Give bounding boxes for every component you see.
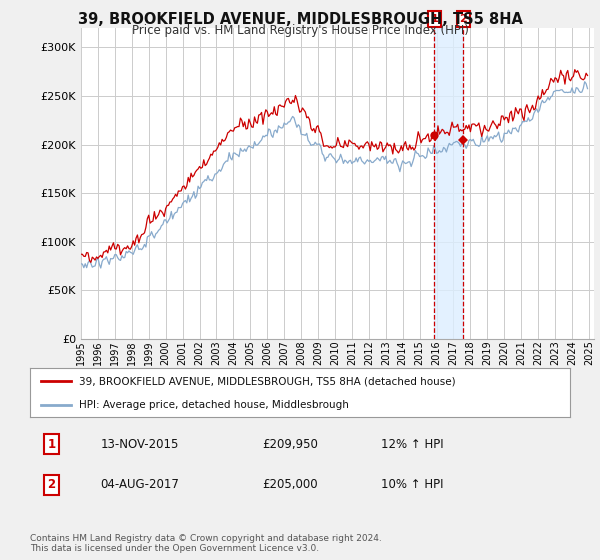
Text: HPI: Average price, detached house, Middlesbrough: HPI: Average price, detached house, Midd… bbox=[79, 400, 349, 410]
Text: 10% ↑ HPI: 10% ↑ HPI bbox=[381, 478, 443, 491]
Text: £205,000: £205,000 bbox=[262, 478, 318, 491]
Text: 39, BROOKFIELD AVENUE, MIDDLESBROUGH, TS5 8HA (detached house): 39, BROOKFIELD AVENUE, MIDDLESBROUGH, TS… bbox=[79, 376, 455, 386]
Text: 04-AUG-2017: 04-AUG-2017 bbox=[100, 478, 179, 491]
Text: £209,950: £209,950 bbox=[262, 438, 318, 451]
Text: 1: 1 bbox=[47, 438, 56, 451]
Text: 2: 2 bbox=[47, 478, 56, 491]
Text: 39, BROOKFIELD AVENUE, MIDDLESBROUGH, TS5 8HA: 39, BROOKFIELD AVENUE, MIDDLESBROUGH, TS… bbox=[77, 12, 523, 27]
Text: 12% ↑ HPI: 12% ↑ HPI bbox=[381, 438, 443, 451]
Text: 2: 2 bbox=[460, 14, 467, 24]
Bar bbox=[434, 28, 463, 339]
Text: 13-NOV-2015: 13-NOV-2015 bbox=[100, 438, 179, 451]
Text: Price paid vs. HM Land Registry's House Price Index (HPI): Price paid vs. HM Land Registry's House … bbox=[131, 24, 469, 36]
Text: 1: 1 bbox=[430, 14, 438, 24]
Text: Contains HM Land Registry data © Crown copyright and database right 2024.
This d: Contains HM Land Registry data © Crown c… bbox=[30, 534, 382, 553]
